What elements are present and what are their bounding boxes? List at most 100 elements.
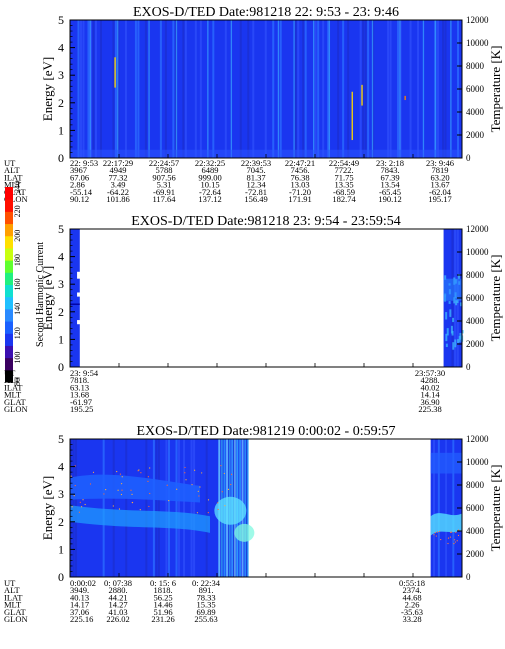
temperature-point <box>194 469 196 471</box>
spectrogram-stripe <box>294 20 297 158</box>
spectrogram-stripe <box>409 20 412 158</box>
table-cell: 171.91 <box>288 194 311 204</box>
temperature-point <box>74 484 76 487</box>
table-cell: 190.12 <box>378 194 401 204</box>
y-tick-label: 1 <box>58 332 64 346</box>
table-cell: 56.25 <box>153 592 172 602</box>
table-cell: 44.68 <box>402 592 421 602</box>
table-cell: 3.49 <box>111 180 126 190</box>
table-cell: 2374. <box>402 585 421 595</box>
table-cell: 14.14 <box>420 390 440 400</box>
y2-tick-label: 2000 <box>466 130 485 140</box>
table-cell: 51.96 <box>153 607 172 617</box>
temperature-point <box>105 488 107 491</box>
temperature-point <box>438 530 441 533</box>
table-cell: 81.37 <box>246 172 265 182</box>
y-axis-label: Energy [eV] <box>40 57 55 121</box>
temperature-point <box>79 501 81 503</box>
y2-tick-label: 8000 <box>466 270 485 280</box>
y-tick-label: 2 <box>58 515 64 529</box>
table-cell: 33.28 <box>402 614 421 624</box>
temperature-point <box>436 531 439 533</box>
spectrogram-speck <box>458 273 461 279</box>
spectrogram-stripe <box>112 20 115 158</box>
colorbar-swatch <box>5 199 13 212</box>
table-cell: 22:17:29 <box>103 158 133 168</box>
table-cell: 14.27 <box>108 600 127 610</box>
spectrogram-band <box>70 149 462 158</box>
table-cell: 13.67 <box>430 180 449 190</box>
temperature-point <box>435 535 437 537</box>
spectrogram-stripe <box>152 439 155 577</box>
colorbar-swatch <box>5 357 13 371</box>
spectrogram-speck <box>456 299 459 304</box>
spectrogram-line <box>89 20 91 158</box>
spectrogram-stripe <box>175 439 178 577</box>
temperature-point <box>166 484 168 486</box>
spectrogram-stripe <box>397 20 400 158</box>
spectrogram-band <box>430 513 462 536</box>
y2-tick-label: 4000 <box>466 316 485 326</box>
spectrogram-band <box>70 303 80 305</box>
spectrogram-stripe <box>389 20 392 158</box>
y2-tick-label: 2000 <box>466 339 485 349</box>
spectrogram-line <box>207 20 209 158</box>
spectrogram-line <box>422 20 425 158</box>
spectrogram-stripe <box>342 20 345 158</box>
temperature-point <box>118 508 121 510</box>
spectrogram-stripe <box>433 439 435 577</box>
spectrogram-speck <box>454 339 457 348</box>
y-tick-label: 4 <box>58 250 64 264</box>
table-cell: 117.64 <box>152 194 176 204</box>
chart-title: EXOS-D/TED Date:981218 22: 9:53 - 23: 9:… <box>133 5 399 20</box>
table-cell: 44.21 <box>108 592 127 602</box>
temperature-point <box>440 538 442 541</box>
y2-tick-label: 12000 <box>466 224 489 234</box>
colorbar-tick-label: 200 <box>13 230 22 242</box>
spectrogram-stripe <box>264 20 267 158</box>
table-row-label: MLT <box>4 600 22 610</box>
table-cell: 0: 22:34 <box>192 578 221 588</box>
spectrogram-stripe <box>99 20 102 158</box>
y-tick-label: 4 <box>58 460 64 474</box>
y2-axis-label: Temperature [K] <box>488 465 503 552</box>
y-tick-label: 0 <box>58 360 64 374</box>
table-cell: 5.31 <box>157 180 172 190</box>
table-cell: 41.03 <box>108 607 127 617</box>
y-tick-label: 2 <box>58 96 64 110</box>
table-cell: 63.13 <box>70 382 89 392</box>
y2-tick-label: 4000 <box>466 526 485 536</box>
colorbar-swatch <box>5 272 13 285</box>
table-cell: 22:24:57 <box>149 158 179 168</box>
spectrogram-stripe <box>117 20 120 158</box>
y2-axis-label: Temperature [K] <box>488 46 503 133</box>
spectrogram-speck <box>460 302 463 307</box>
y2-axis-label: Temperature [K] <box>488 255 503 342</box>
spectrogram-stripe <box>224 20 227 158</box>
table-cell: 907.56 <box>152 172 175 182</box>
spectrogram-speck <box>455 299 458 306</box>
spectrogram-stripe <box>245 439 248 577</box>
spectrogram-stripe <box>362 20 365 158</box>
plot-area <box>70 229 462 367</box>
table-cell: 3949. <box>70 585 89 595</box>
spectrogram-stripe <box>247 20 250 158</box>
spectrogram-stripe <box>212 20 215 158</box>
temperature-point <box>217 502 219 504</box>
y2-tick-label: 0 <box>466 362 471 372</box>
table-cell: -69.91 <box>153 187 175 197</box>
table-cell: 6489 <box>202 165 219 175</box>
y2-tick-label: 10000 <box>466 247 489 257</box>
y2-tick-label: 8000 <box>466 61 485 71</box>
table-cell: 23: 9:46 <box>426 158 454 168</box>
spectrogram-segment <box>70 229 80 367</box>
spectrogram-line <box>328 20 331 158</box>
table-cell: 23: 2:18 <box>376 158 404 168</box>
table-cell: 7818. <box>70 375 89 385</box>
spectrogram-stripe <box>190 439 193 577</box>
y-tick-label: 5 <box>58 432 64 446</box>
spectrogram-fill <box>70 229 80 367</box>
temperature-point <box>137 470 139 472</box>
y2-tick-label: 4000 <box>466 107 485 117</box>
table-cell: 1818. <box>153 585 172 595</box>
